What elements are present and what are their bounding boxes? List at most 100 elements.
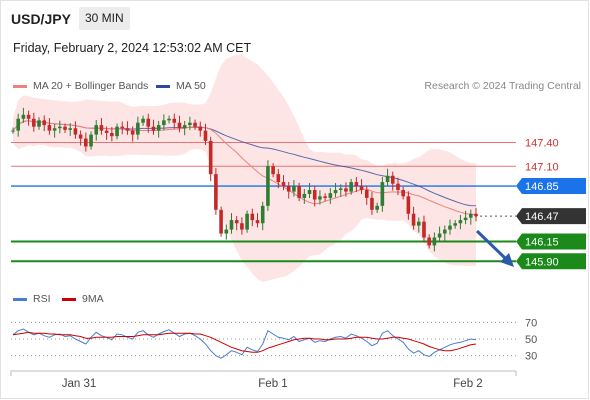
candle-body (359, 186, 364, 190)
candle-body (42, 120, 47, 126)
candle-body (240, 223, 244, 230)
candle-body (458, 220, 463, 224)
candle-body (312, 190, 317, 200)
candle-body (172, 118, 177, 123)
candle-body (286, 186, 291, 192)
candle-body (422, 221, 426, 238)
rsi-level-label-50: 50 (525, 334, 537, 346)
candle-body (151, 126, 156, 131)
level-label-147.10: 147.10 (525, 161, 559, 173)
candle-body (328, 193, 333, 198)
candles (11, 107, 478, 252)
candle-body (136, 122, 140, 135)
forecast-arrow-head (500, 253, 514, 267)
candle-body (214, 174, 218, 210)
candle-body (99, 125, 104, 131)
candle-body (448, 225, 452, 230)
level-label-147.40: 147.40 (525, 138, 559, 150)
rsi-level-label-30: 30 (525, 351, 537, 363)
candle-body (396, 183, 400, 190)
ma50-label: MA 50 (176, 80, 206, 92)
rsi-line (12, 328, 477, 359)
candle-body (104, 130, 109, 133)
chart-datetime: Friday, February 2, 2024 12:53:02 AM CET (13, 41, 252, 55)
x-tick-label-feb-1: Feb 1 (258, 378, 287, 390)
candle-body (281, 182, 286, 187)
candle-body (162, 120, 166, 126)
candle-body (271, 166, 275, 175)
ma50-swatch (156, 84, 170, 88)
candle-body (198, 126, 203, 131)
legend-ma9: 9MA (62, 293, 104, 305)
candle-body (344, 188, 348, 192)
candle-body (182, 125, 187, 129)
candle-body (380, 182, 385, 206)
candle-body (156, 125, 161, 131)
candle-body (245, 213, 249, 230)
candle-body (125, 128, 130, 131)
legend-ma50: MA 50 (156, 80, 206, 92)
research-credit: Research © 2024 Trading Central (424, 80, 581, 92)
candle-body (416, 221, 421, 226)
rsi-level-label-70: 70 (525, 317, 537, 329)
candle-body (26, 114, 31, 119)
bollinger-band (13, 54, 476, 282)
ma20-label: MA 20 + Bollinger Bands (33, 80, 149, 92)
candle-body (442, 229, 447, 234)
candle-body (177, 122, 182, 129)
candle-body (203, 130, 208, 141)
candle-body (208, 140, 213, 175)
candle-body (385, 175, 390, 183)
candle-body (463, 217, 468, 221)
x-tick-label-jan-31: Jan 31 (62, 378, 97, 390)
candle-body (37, 120, 41, 127)
candle-body (307, 190, 312, 194)
candle-body (193, 122, 197, 127)
level-tag-146.15 (516, 233, 586, 250)
candle-body (260, 205, 265, 224)
candle-body (453, 223, 457, 226)
candle-body (58, 126, 62, 129)
symbol-title: USD/JPY (11, 11, 71, 27)
candle-body (130, 130, 135, 135)
level-label-146.85: 146.85 (525, 181, 559, 193)
candle-body (141, 118, 145, 123)
candle-body (297, 186, 301, 198)
candle-body (437, 233, 442, 238)
candle-body (401, 190, 405, 197)
candle-body (120, 126, 125, 129)
level-tag-145.90 (516, 253, 586, 270)
candle-body (349, 182, 353, 192)
candle-body (73, 128, 78, 135)
ma20-swatch (13, 84, 27, 88)
candle-body (94, 125, 99, 135)
candle-body (146, 118, 151, 127)
candle-body (266, 166, 270, 206)
candle-body (115, 126, 119, 137)
legend-ma20: MA 20 + Bollinger Bands (13, 80, 148, 92)
candle-body (52, 128, 57, 131)
candle-body (318, 196, 322, 200)
candle-body (427, 237, 431, 246)
level-label-146.47: 146.47 (525, 211, 559, 223)
rsi-label: RSI (33, 293, 51, 305)
candle-body (375, 205, 379, 210)
candle-body (63, 126, 67, 130)
candle-body (468, 213, 473, 218)
timeframe-button[interactable]: 30 MIN (79, 7, 130, 30)
candle-body (234, 220, 239, 224)
level-tag-146.85 (516, 178, 586, 195)
candle-body (354, 182, 359, 187)
candle-body (68, 128, 73, 130)
level-label-146.15: 146.15 (525, 236, 559, 248)
legend-rsi: RSI (13, 293, 51, 305)
candle-body (21, 114, 26, 119)
candle-body (370, 197, 374, 210)
candle-body (32, 118, 36, 127)
candle-body (11, 130, 15, 132)
candle-body (432, 237, 437, 246)
candle-body (250, 213, 255, 221)
candle-body (338, 188, 343, 190)
